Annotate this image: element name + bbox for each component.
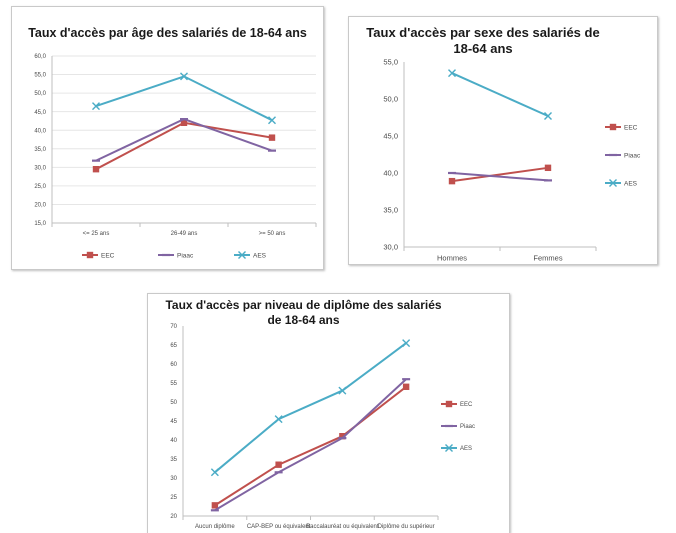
chart-age-title: Taux d'accès par âge des salariés de 18-…	[28, 26, 307, 40]
legend-label-aes: AES	[460, 446, 472, 452]
x-tick-label: Baccalauréat ou équivalent	[306, 524, 379, 530]
data-point-eec	[448, 177, 456, 185]
data-point-aes	[180, 72, 188, 81]
data-point-eec	[275, 461, 282, 468]
data-point-aes	[448, 69, 456, 78]
legend-marker-eec	[86, 251, 94, 259]
x-tick-label: Aucun diplôme	[195, 524, 235, 530]
data-point-aes	[544, 112, 552, 121]
x-tick-label: Femmes	[533, 254, 562, 263]
chart-diploma-plot: 20 25 30 35 40 45 50 55 60 65 70 Aucun diplôme CAP-B…	[170, 324, 475, 530]
legend-label-eec: EEC	[460, 402, 473, 408]
data-point-aes	[92, 102, 100, 111]
y-tick-label: 50,0	[34, 91, 46, 97]
y-tick-label: 35,0	[383, 206, 398, 215]
y-tick-label: 65	[170, 343, 177, 349]
data-point-aes	[274, 415, 283, 424]
data-point-eec	[92, 165, 100, 173]
y-tick-label: 35,0	[34, 147, 46, 153]
series-line-aes	[451, 72, 549, 117]
legend-marker-aes	[445, 444, 453, 452]
series-line-aes	[95, 75, 273, 122]
series-line-aes	[214, 342, 407, 474]
data-point-eec	[339, 433, 346, 440]
y-tick-label: 30,0	[383, 243, 398, 252]
y-tick-label: 50	[170, 400, 177, 406]
y-tick-label: 50,0	[383, 95, 398, 104]
legend-marker-aes	[609, 179, 617, 187]
data-point-eec	[402, 383, 410, 390]
legend-label-aes: AES	[624, 180, 638, 187]
y-tick-label: 30	[170, 476, 177, 482]
data-point-eec	[268, 134, 276, 141]
y-tick-label: 15,0	[34, 221, 46, 227]
x-tick-label: 26-49 ans	[171, 231, 198, 237]
legend-label-piaac: Piaac	[624, 152, 641, 159]
chart-age-panel: Taux d'accès par âge des salariés de 18-…	[11, 6, 324, 270]
legend-label-eec: EEC	[101, 252, 115, 259]
data-point-aes	[338, 386, 347, 395]
chart-sex-title: Taux d'accès par sexe des salariés de 18…	[366, 25, 600, 57]
y-tick-label: 30,0	[34, 165, 46, 171]
x-tick-label: Diplôme du supérieur	[378, 524, 435, 530]
x-tick-label: CAP-BEP ou équivalent	[247, 524, 311, 530]
x-tick-label: <= 25 ans	[83, 231, 110, 237]
y-tick-label: 55,0	[383, 58, 398, 67]
y-tick-label: 55	[170, 381, 177, 387]
x-tick-label: Hommes	[437, 254, 467, 263]
y-tick-label: 45,0	[34, 110, 46, 116]
legend-marker-aes	[238, 251, 246, 259]
legend-marker-eec	[445, 400, 453, 408]
y-tick-label: 40	[170, 438, 177, 444]
y-tick-label: 55,0	[34, 73, 46, 79]
data-point-aes	[268, 116, 276, 125]
y-tick-label: 40,0	[34, 128, 46, 134]
y-tick-label: 40,0	[383, 169, 398, 178]
series-line-eec	[451, 166, 549, 183]
chart-sex-panel: Taux d'accès par sexe des salariés de 18…	[348, 16, 658, 265]
legend-label-piaac: Piaac	[177, 252, 194, 259]
chart-sex-plot: 30,0 35,0 40,0 45,0 50,0 55,0 Hommes Femmes EEC P…	[383, 58, 641, 263]
series-line-eec	[214, 386, 407, 507]
data-point-eec	[180, 119, 188, 126]
legend-label-eec: EEC	[624, 124, 638, 131]
y-tick-label: 20,0	[34, 203, 46, 209]
data-point-eec	[211, 502, 219, 509]
x-tick-label: >= 50 ans	[259, 231, 286, 237]
series-line-piaac	[451, 172, 549, 182]
data-point-eec	[544, 164, 552, 172]
y-tick-label: 60,0	[34, 54, 46, 60]
y-tick-label: 20	[170, 514, 177, 520]
y-tick-label: 60	[170, 362, 177, 368]
y-tick-label: 25,0	[34, 184, 46, 190]
y-tick-label: 70	[170, 324, 177, 330]
chart-diploma-panel: Taux d'accès par niveau de diplôme des s…	[147, 293, 510, 533]
chart-diploma-title: Taux d'accès par niveau de diplôme des s…	[165, 298, 442, 327]
chart-age-plot: 15,0 20,0 25,0 30,0 35,0 40,0 45,0 50,0 55,0 60,0…	[34, 54, 317, 259]
legend-label-aes: AES	[253, 252, 267, 259]
legend-marker-eec	[609, 123, 617, 131]
data-point-aes	[402, 339, 411, 348]
data-point-aes	[210, 468, 219, 477]
y-tick-label: 45	[170, 419, 177, 425]
y-tick-label: 25	[170, 495, 177, 501]
y-tick-label: 45,0	[383, 132, 398, 141]
series-line-piaac	[214, 378, 407, 512]
y-tick-label: 35	[170, 457, 177, 463]
legend-label-piaac: Piaac	[460, 424, 475, 430]
